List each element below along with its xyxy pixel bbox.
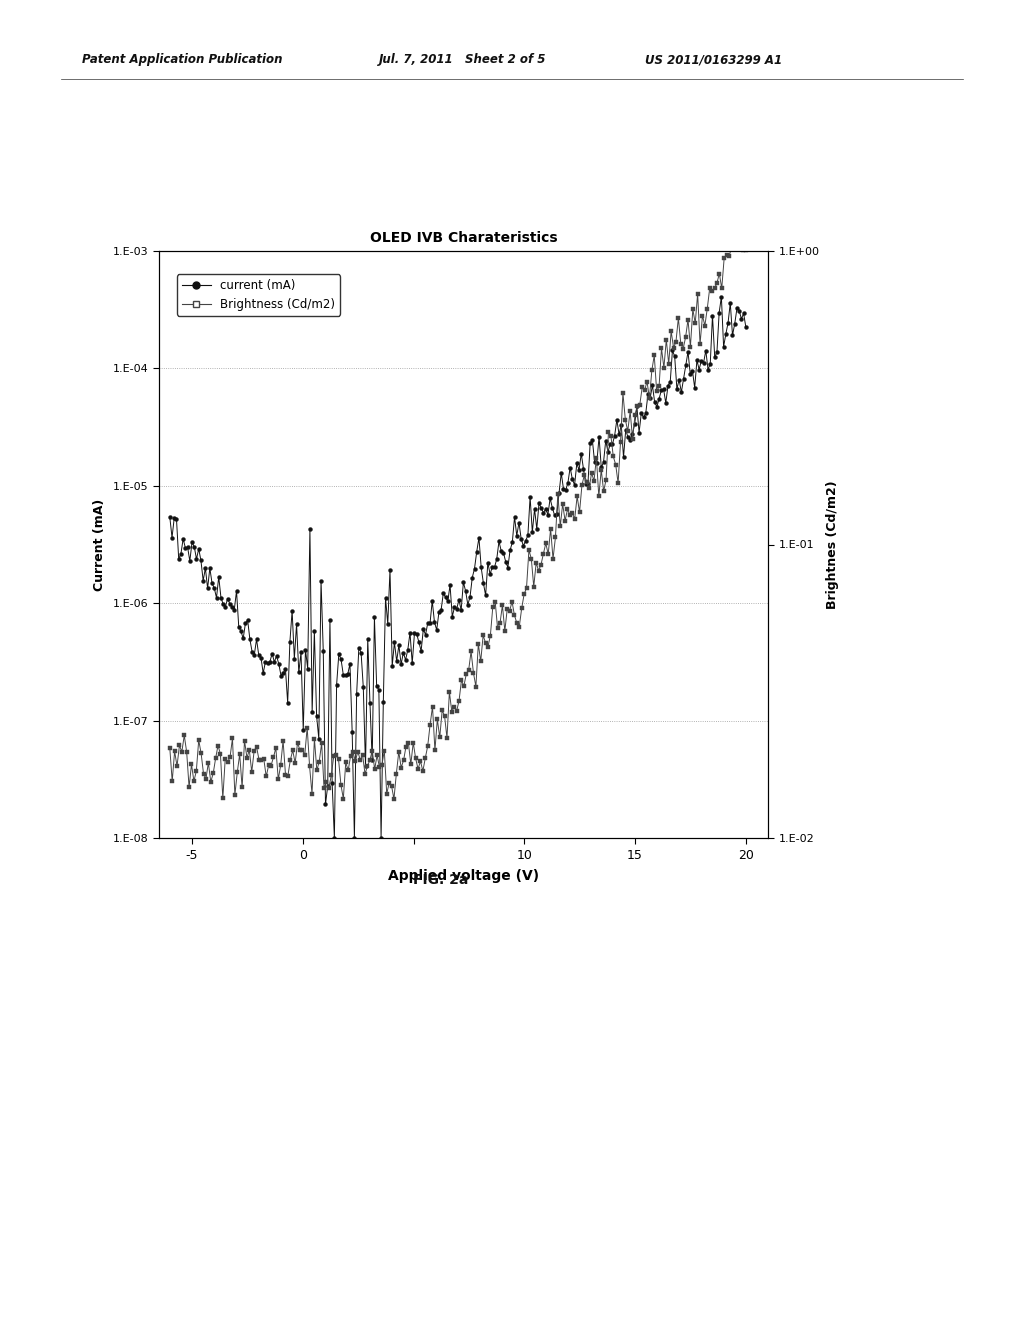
Brightness (Cd/m2) [547,550,559,566]
Brightness (Cd/m2) [701,301,714,317]
Line: Brightness (Cd/m2): Brightness (Cd/m2) [168,216,748,801]
Text: Jul. 7, 2011   Sheet 2 of 5: Jul. 7, 2011 Sheet 2 of 5 [379,53,546,66]
current (mA) [631,399,643,414]
Text: Patent Application Publication: Patent Application Publication [82,53,283,66]
X-axis label: Applied voltage (V): Applied voltage (V) [388,869,539,883]
current (mA) [739,319,752,335]
Y-axis label: Current (mA): Current (mA) [92,499,105,590]
Text: US 2011/0163299 A1: US 2011/0163299 A1 [645,53,782,66]
Y-axis label: Brightnes (Cd/m2): Brightnes (Cd/m2) [826,480,840,609]
current (mA) [407,655,419,671]
Brightness (Cd/m2) [164,741,176,756]
Brightness (Cd/m2) [739,243,752,259]
current (mA) [715,289,727,305]
Text: FIG. 2a: FIG. 2a [413,874,468,887]
Brightness (Cd/m2) [187,774,200,789]
current (mA) [329,830,341,846]
Brightness (Cd/m2) [388,791,400,807]
current (mA) [232,619,245,635]
Title: OLED IVB Charateristics: OLED IVB Charateristics [370,231,557,246]
Brightness (Cd/m2) [202,755,214,771]
current (mA) [409,626,421,642]
current (mA) [164,510,176,525]
current (mA) [718,339,730,355]
Brightness (Cd/m2) [730,211,742,227]
Legend: current (mA), Brightness (Cd/m2): current (mA), Brightness (Cd/m2) [177,275,340,315]
current (mA) [246,644,258,660]
Line: current (mA): current (mA) [168,294,748,840]
Brightness (Cd/m2) [358,766,371,781]
Brightness (Cd/m2) [255,751,267,767]
